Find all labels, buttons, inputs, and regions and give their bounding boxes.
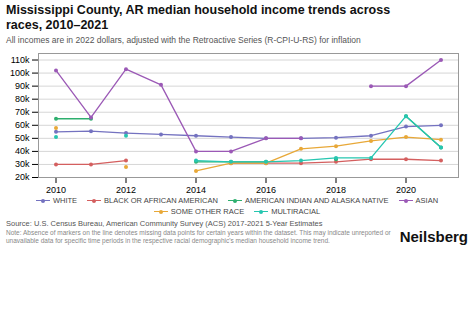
svg-text:60k: 60k xyxy=(15,120,30,130)
svg-text:40k: 40k xyxy=(15,146,30,156)
svg-text:110k: 110k xyxy=(11,55,30,65)
svg-text:100k: 100k xyxy=(10,68,30,78)
svg-text:70k: 70k xyxy=(15,107,30,117)
html-text:Mississippi County, AR median: Mississippi County, AR median household … xyxy=(6,3,391,32)
html-text:ASIAN: ASIAN xyxy=(415,196,439,205)
svg-text:2012: 2012 xyxy=(116,185,136,195)
svg-text:90k: 90k xyxy=(15,81,30,91)
html-text:Note: Absence of markers on th: Note: Absence of markers on the line den… xyxy=(6,229,391,244)
svg-text:50k: 50k xyxy=(15,133,30,143)
svg-text:2016: 2016 xyxy=(256,185,276,195)
html-text:BLACK OR AFRICAN AMERICAN: BLACK OR AFRICAN AMERICAN xyxy=(104,196,218,205)
svg-text:30k: 30k xyxy=(15,159,30,169)
svg-text:2014: 2014 xyxy=(186,185,206,195)
html-text:Neilsberg: Neilsberg xyxy=(399,228,468,245)
html-text:MULTIRACIAL: MULTIRACIAL xyxy=(271,207,321,216)
svg-text:2010: 2010 xyxy=(46,185,66,195)
svg-text:2020: 2020 xyxy=(396,185,416,195)
svg-text:80k: 80k xyxy=(15,94,30,104)
html-text:Source: U.S. Census Bureau, Am: Source: U.S. Census Bureau, American Com… xyxy=(6,219,323,228)
html-text:All incomes are in 2022 dollar: All incomes are in 2022 dollars, adjuste… xyxy=(6,35,361,45)
html-text:AMERICAN INDIAN AND ALASKA NAT: AMERICAN INDIAN AND ALASKA NATIVE xyxy=(244,196,389,205)
html-text:SOME OTHER RACE: SOME OTHER RACE xyxy=(170,207,245,216)
svg-text:2018: 2018 xyxy=(326,185,346,195)
svg-text:20k: 20k xyxy=(15,172,30,182)
html-text:WHITE: WHITE xyxy=(52,196,78,205)
